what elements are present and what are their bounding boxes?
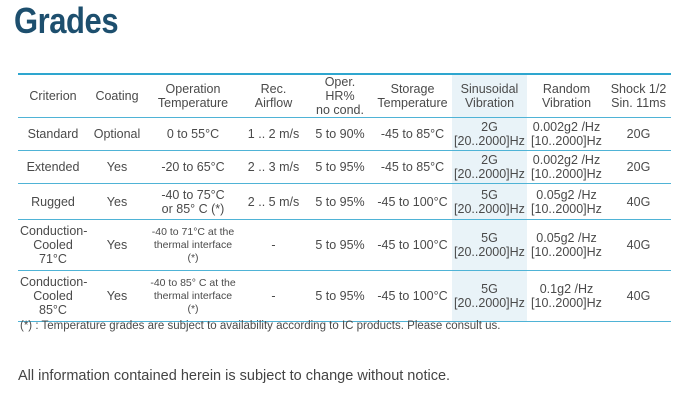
cell-oper-hr: 5 to 95% [307,183,373,220]
header-criterion: Criterion [18,74,88,118]
cell-operation-temperature: 0 to 55°C [146,117,240,151]
cell-storage-temperature: -45 to 85°C [373,150,452,184]
cell-random-vibration: 0.002g2 /Hz [10..2000]Hz [527,150,606,184]
header-random-vibration: Random Vibration [527,74,606,118]
cell-oper-hr: 5 to 95% [307,270,373,322]
cell-criterion: Standard [18,117,88,151]
header-row: Criterion Coating Operation Temperature … [18,74,671,118]
cell-operation-temperature: -20 to 65°C [146,150,240,184]
table-row: Conduction- Cooled 71°C Yes -40 to 71°C … [18,219,671,271]
header-shock: Shock 1/2 Sin. 11ms [606,74,671,118]
cell-random-vibration: 0.05g2 /Hz [10..2000]Hz [527,183,606,220]
cell-criterion: Conduction- Cooled 71°C [18,219,88,271]
cell-criterion: Rugged [18,183,88,220]
cell-rec-airflow: 2 .. 3 m/s [240,150,307,184]
cell-sinusoidal-vibration: 5G [20..2000]Hz [452,183,527,220]
cell-oper-hr: 5 to 90% [307,117,373,151]
cell-shock: 40G [606,219,671,271]
cell-sinusoidal-vibration: 2G [20..2000]Hz [452,117,527,151]
header-coating: Coating [88,74,146,118]
cell-shock: 40G [606,183,671,220]
header-rec-airflow: Rec. Airflow [240,74,307,118]
cell-coating: Yes [88,270,146,322]
cell-storage-temperature: -45 to 100°C [373,183,452,220]
table-row: Extended Yes -20 to 65°C 2 .. 3 m/s 5 to… [18,150,671,184]
cell-rec-airflow: 2 .. 5 m/s [240,183,307,220]
table-row: Conduction- Cooled 85°C Yes -40 to 85° C… [18,270,671,322]
cell-sinusoidal-vibration: 5G [20..2000]Hz [452,270,527,322]
cell-rec-airflow: 1 .. 2 m/s [240,117,307,151]
cell-random-vibration: 0.002g2 /Hz [10..2000]Hz [527,117,606,151]
page-title: Grades [14,0,119,41]
cell-coating: Yes [88,150,146,184]
header-storage-temperature: Storage Temperature [373,74,452,118]
cell-operation-temperature: -40 to 75°C or 85° C (*) [146,183,240,220]
cell-storage-temperature: -45 to 100°C [373,270,452,322]
header-sinusoidal-vibration: Sinusoidal Vibration [452,74,527,118]
table-row: Rugged Yes -40 to 75°C or 85° C (*) 2 ..… [18,183,671,220]
cell-shock: 40G [606,270,671,322]
cell-sinusoidal-vibration: 5G [20..2000]Hz [452,219,527,271]
cell-criterion: Extended [18,150,88,184]
cell-storage-temperature: -45 to 100°C [373,219,452,271]
cell-criterion: Conduction- Cooled 85°C [18,270,88,322]
cell-coating: Yes [88,183,146,220]
cell-random-vibration: 0.1g2 /Hz [10..2000]Hz [527,270,606,322]
cell-coating: Optional [88,117,146,151]
cell-operation-temperature: -40 to 71°C at the thermal interface (*) [146,219,240,271]
cell-storage-temperature: -45 to 85°C [373,117,452,151]
grades-table: Criterion Coating Operation Temperature … [18,73,671,322]
cell-coating: Yes [88,219,146,271]
footnote: (*) : Temperature grades are subject to … [20,320,501,332]
header-oper-hr: Oper. HR% no cond. [307,74,373,118]
cell-shock: 20G [606,117,671,151]
cell-oper-hr: 5 to 95% [307,219,373,271]
cell-random-vibration: 0.05g2 /Hz [10..2000]Hz [527,219,606,271]
cell-sinusoidal-vibration: 2G [20..2000]Hz [452,150,527,184]
header-operation-temperature: Operation Temperature [146,74,240,118]
cell-shock: 20G [606,150,671,184]
cell-oper-hr: 5 to 95% [307,150,373,184]
table-row: Standard Optional 0 to 55°C 1 .. 2 m/s 5… [18,117,671,151]
cell-rec-airflow: - [240,219,307,271]
cell-rec-airflow: - [240,270,307,322]
disclaimer: All information contained herein is subj… [18,368,451,384]
cell-operation-temperature: -40 to 85° C at the thermal interface (*… [146,270,240,322]
